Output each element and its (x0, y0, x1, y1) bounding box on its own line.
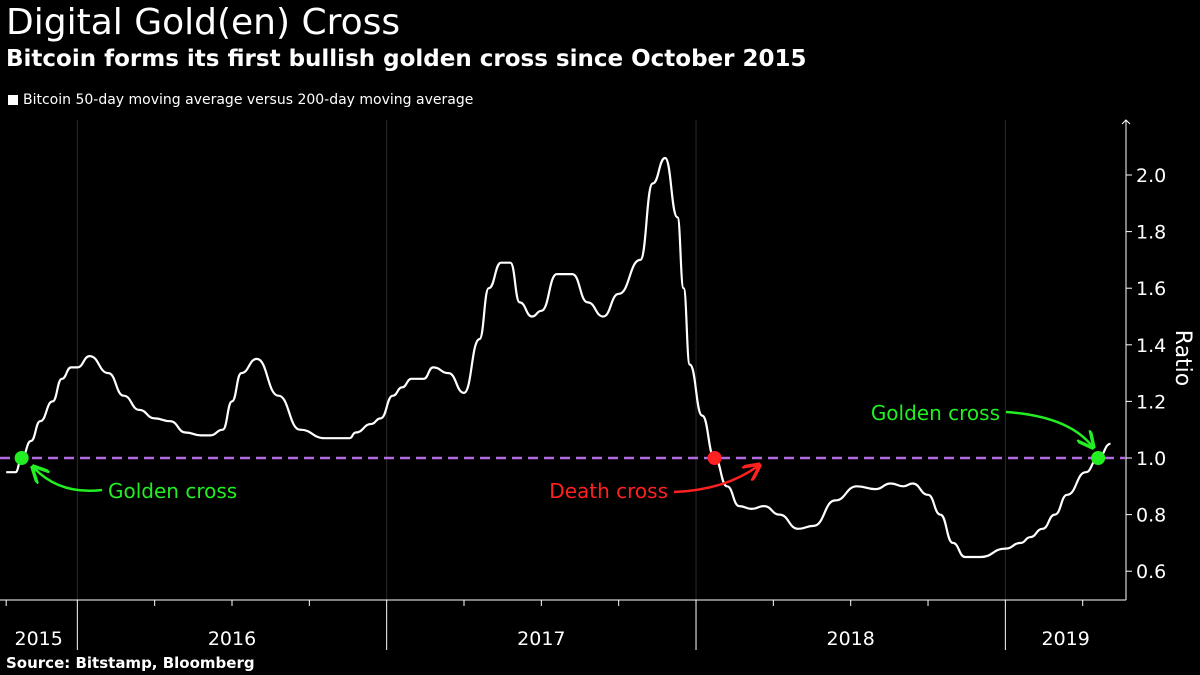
y-tick-label: 1.2 (1136, 391, 1166, 413)
y-tick-label: 1.0 (1136, 448, 1166, 470)
series-layer (6, 156, 1111, 559)
golden-cross-arrow (1005, 410, 1092, 446)
x-year-label: 2018 (827, 628, 875, 650)
y-tick-label: 0.6 (1136, 561, 1166, 583)
series-line (6, 156, 1111, 559)
golden-cross-marker (1091, 451, 1106, 465)
y-tick-label: 0.8 (1136, 505, 1166, 527)
death-cross-marker (707, 451, 722, 465)
source-note: Source: Bitstamp, Bloomberg (6, 654, 255, 672)
x-year-label: 2017 (517, 628, 565, 650)
y-tick-label: 2.0 (1136, 165, 1166, 187)
legend-label: Bitcoin 50-day moving average versus 200… (23, 92, 474, 108)
y-tick-label: 1.4 (1136, 335, 1166, 357)
annotation-layer: Golden cross Death cross Golden cross (14, 401, 1106, 503)
x-year-label: 2016 (208, 628, 256, 650)
y-tick-label: 1.6 (1136, 278, 1166, 300)
death-cross-arrow (673, 466, 758, 494)
golden-cross-label: Golden cross (871, 401, 1000, 425)
legend: Bitcoin 50-day moving average versus 200… (8, 92, 473, 108)
death-cross-label: Death cross (549, 479, 668, 503)
legend-swatch (8, 95, 18, 105)
y-axis-arrow (1121, 119, 1131, 125)
golden-cross-marker (14, 451, 29, 465)
y-axis-label: Ratio (1170, 330, 1195, 386)
golden-cross-label: Golden cross (108, 479, 237, 503)
x-year-label: 2015 (14, 628, 62, 650)
chart-subtitle: Bitcoin forms its first bullish golden c… (6, 46, 807, 72)
golden-cross-arrow (34, 468, 103, 492)
y-tick-label: 1.8 (1136, 222, 1166, 244)
x-year-label: 2019 (1041, 628, 1089, 650)
chart-title: Digital Gold(en) Cross (6, 2, 401, 43)
axes: 0.6 0.8 1.0 1.2 1.4 1.6 1.8 2.0 Ratio 2015 2016 201… (0, 119, 1195, 650)
